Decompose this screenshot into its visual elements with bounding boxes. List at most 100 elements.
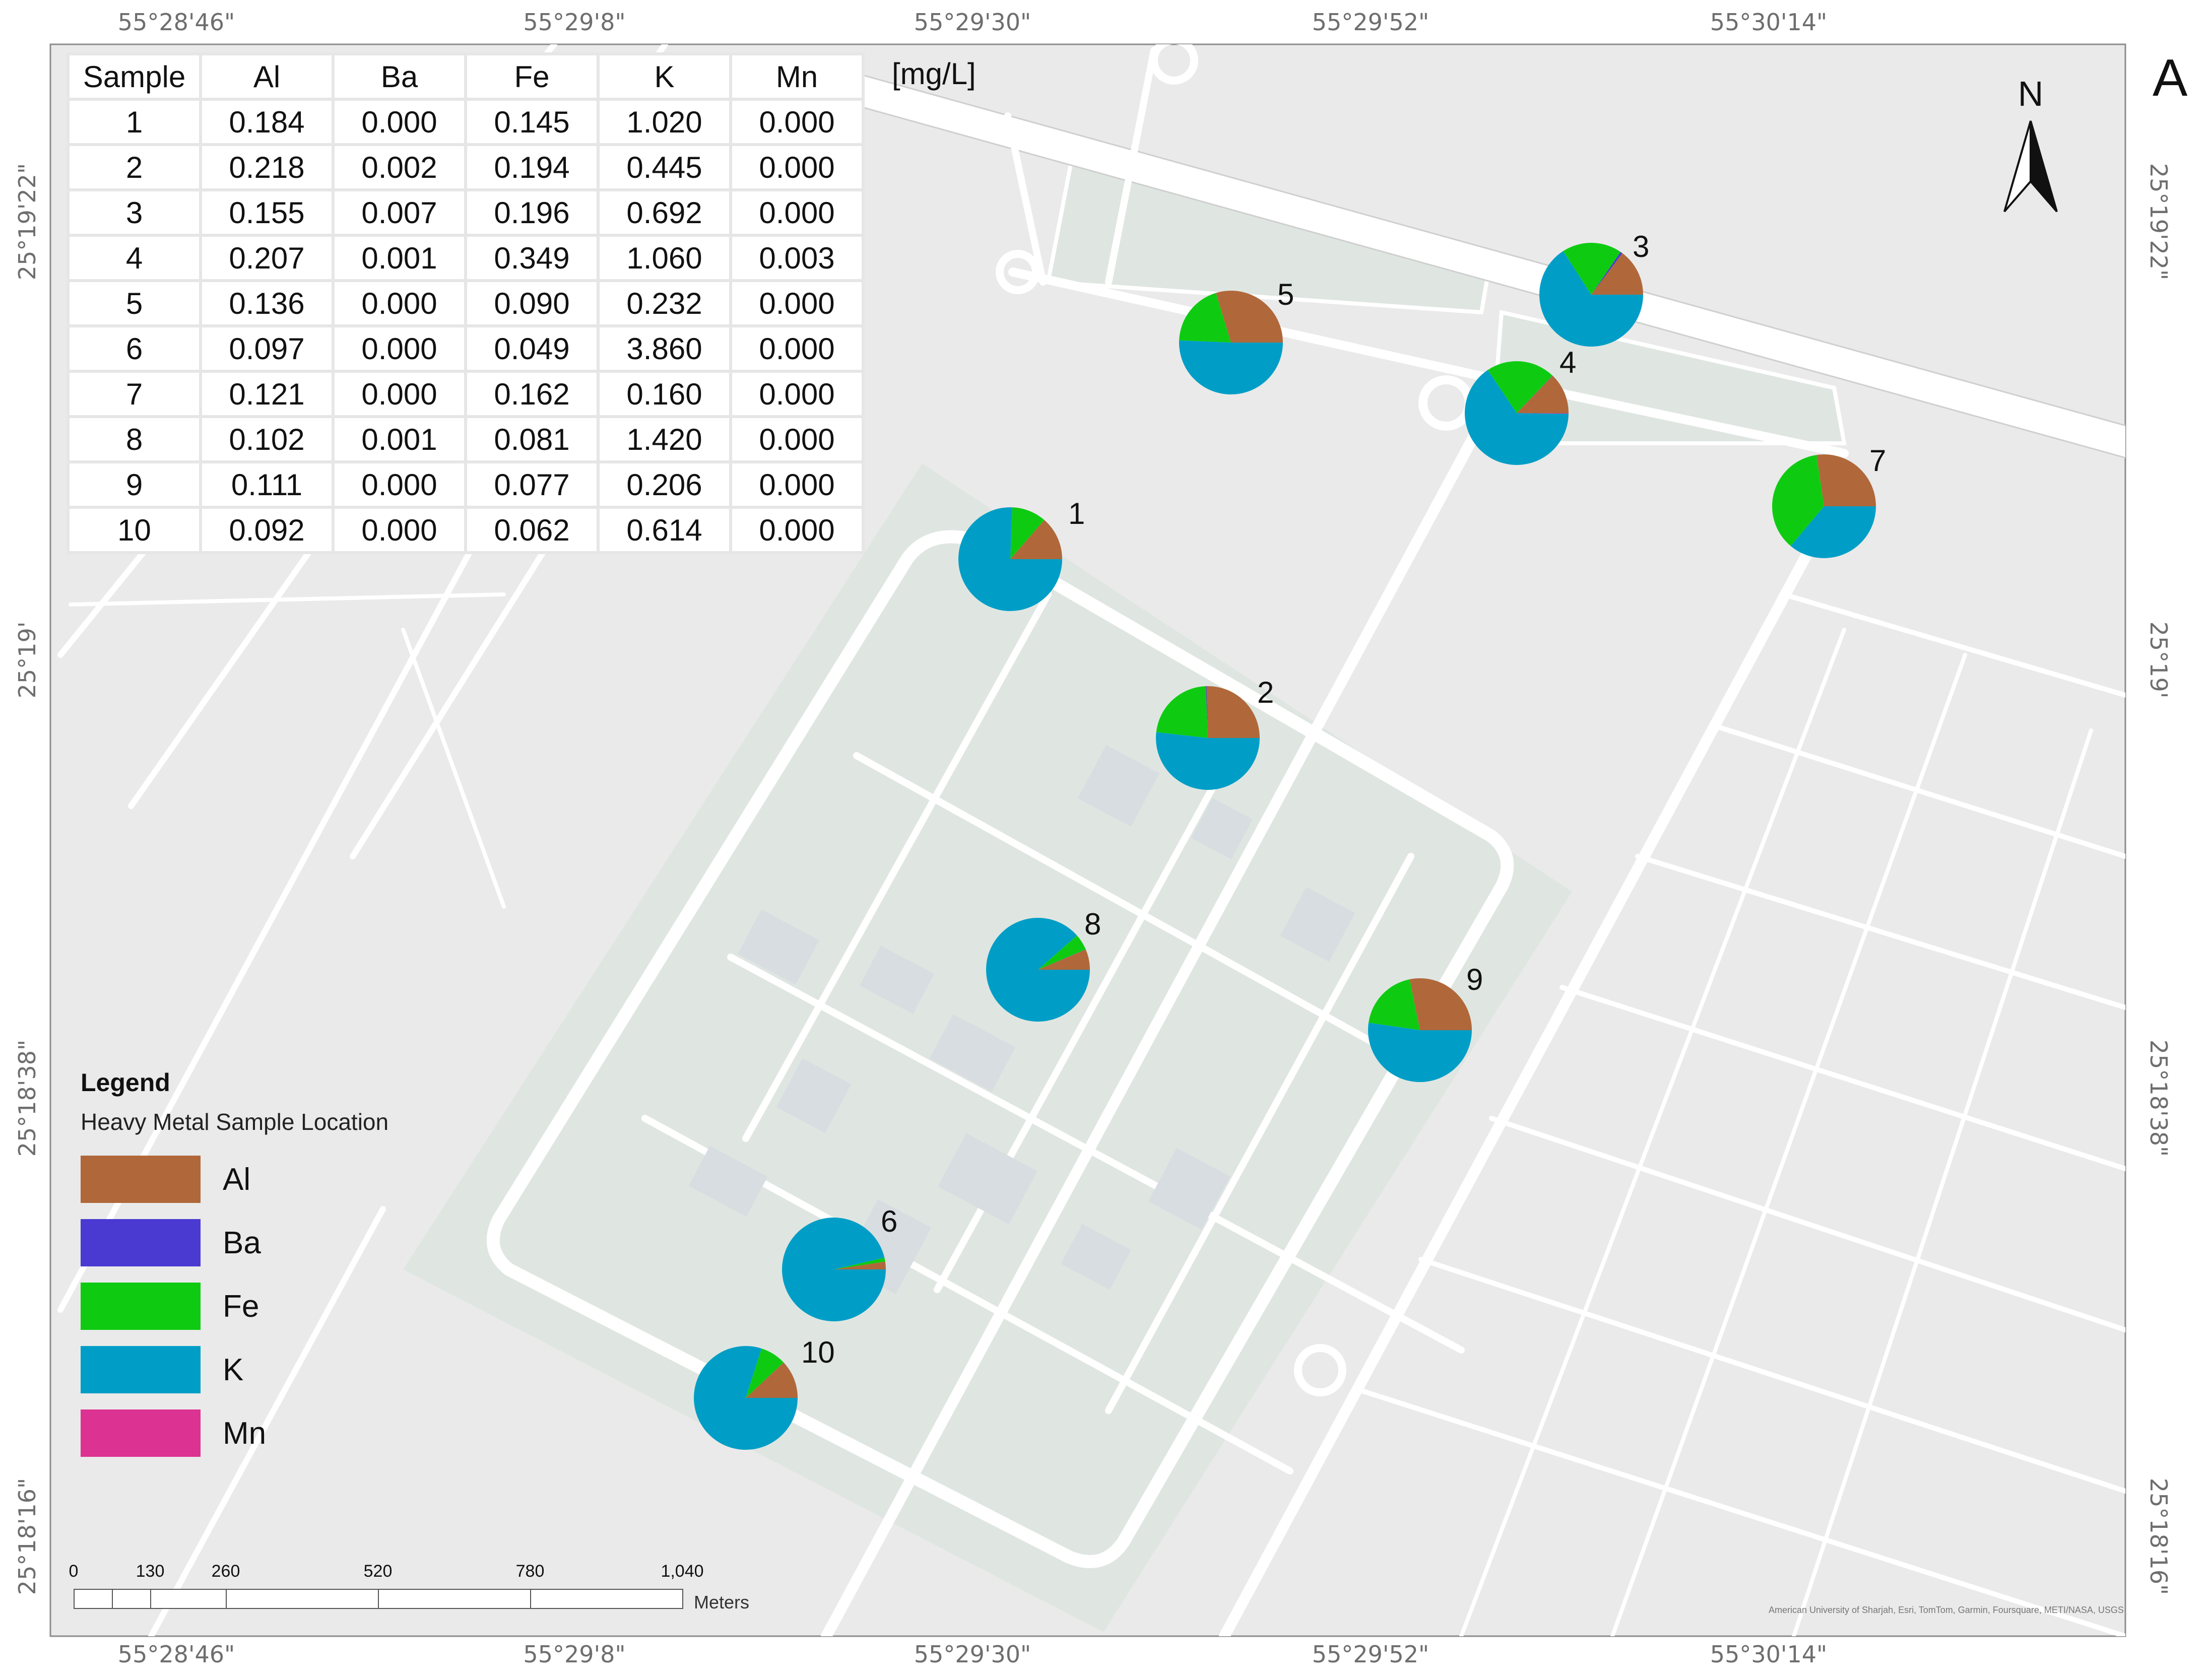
- coord-top: 55°29'52": [1312, 9, 1429, 36]
- pie-slice-fe: [1369, 979, 1420, 1030]
- legend-item: Mn: [81, 1401, 388, 1465]
- table-cell: 0.136: [199, 279, 335, 327]
- legend-items: Al Ba Fe K Mn: [81, 1148, 388, 1465]
- table-cell: 0.194: [464, 143, 600, 191]
- legend-label: Mn: [223, 1416, 267, 1451]
- table-cell: 0.092: [199, 506, 335, 554]
- legend-item: Fe: [81, 1274, 388, 1338]
- panel-letter: A: [2153, 49, 2188, 107]
- table-cell: 0.000: [332, 460, 467, 509]
- pie-slice-al: [1010, 520, 1062, 559]
- table-cell: 0.000: [729, 370, 865, 418]
- table-cell: 0.196: [464, 188, 600, 237]
- north-arrow-label: N: [2018, 74, 2044, 113]
- table-row: 10 0.092 0.000 0.062 0.614 0.000: [67, 506, 865, 554]
- coordinate-labels: 55°28'46" 55°29'8" 55°29'30" 55°29'52" 5…: [14, 9, 2172, 1668]
- table-cell: 8: [67, 415, 202, 463]
- pie-slice-mn: [1517, 413, 1569, 414]
- column-header-fe: Fe: [464, 52, 600, 101]
- scale-segment: [74, 1589, 113, 1609]
- column-header-k: K: [597, 52, 732, 101]
- table-cell: 0.000: [729, 460, 865, 509]
- pie-slice-al: [1206, 686, 1260, 738]
- table-cell: 5: [67, 279, 202, 327]
- table-cell: 0.445: [597, 143, 732, 191]
- unit-label: [mg/L]: [892, 57, 976, 91]
- pie-slice-fe: [834, 1257, 885, 1269]
- legend-swatch: [81, 1346, 201, 1393]
- pie-slice-al: [1216, 291, 1283, 343]
- pie-slice-k: [1368, 1023, 1472, 1083]
- pie-label: 7: [1869, 444, 1886, 478]
- table-cell: 0.121: [199, 370, 335, 418]
- pie-chart-sample-7: 7: [1772, 444, 1886, 558]
- table-row: 7 0.121 0.000 0.162 0.160 0.000: [67, 370, 865, 418]
- pie-slice-fe: [1563, 243, 1621, 295]
- table-cell: 0.000: [332, 506, 467, 554]
- table-header-row: Sample Al Ba Fe K Mn: [67, 52, 865, 101]
- legend-item: Al: [81, 1148, 388, 1211]
- pie-label: 3: [1633, 230, 1649, 263]
- pie-slice-fe: [1487, 361, 1553, 413]
- pie-slice-fe: [746, 1348, 784, 1398]
- table-row: 8 0.102 0.001 0.081 1.420 0.000: [67, 415, 865, 463]
- pie-slice-fe: [1772, 455, 1824, 546]
- pie-slice-fe: [1179, 293, 1231, 343]
- coord-bottom: 55°29'30": [914, 1641, 1031, 1668]
- coord-top: 55°29'8": [523, 9, 625, 36]
- legend-item: K: [81, 1338, 388, 1401]
- table-row: 9 0.111 0.000 0.077 0.206 0.000: [67, 460, 865, 509]
- table-row: 1 0.184 0.000 0.145 1.020 0.000: [67, 98, 865, 146]
- table-cell: 0.000: [729, 188, 865, 237]
- pie-slice-al: [746, 1362, 798, 1398]
- pie-slice-fe: [1038, 935, 1086, 970]
- table-cell: 0.003: [729, 234, 865, 282]
- scale-tick-label: 520: [363, 1562, 393, 1581]
- scale-segment: [112, 1589, 151, 1609]
- table-cell: 0.145: [464, 98, 600, 146]
- table-cell: 0.111: [199, 460, 335, 509]
- table-row: 6 0.097 0.000 0.049 3.860 0.000: [67, 324, 865, 373]
- coord-bottom: 55°29'8": [523, 1641, 625, 1668]
- pie-chart-sample-6: 6: [782, 1204, 897, 1322]
- pie-slice-k: [693, 1346, 798, 1450]
- legend: Legend Heavy Metal Sample Location Al Ba F…: [81, 1068, 388, 1465]
- table-cell: 0.090: [464, 279, 600, 327]
- pie-slice-k: [1790, 506, 1876, 558]
- table-cell: 0.000: [332, 324, 467, 373]
- table-cell: 6: [67, 324, 202, 373]
- table-cell: 0.062: [464, 506, 600, 554]
- pie-slice-ba: [1517, 375, 1553, 413]
- legend-swatch: [81, 1156, 201, 1203]
- scale-tick-label: 260: [211, 1562, 240, 1581]
- table-row: 3 0.155 0.007 0.196 0.692 0.000: [67, 188, 865, 237]
- legend-subtitle: Heavy Metal Sample Location: [81, 1109, 389, 1135]
- scale-segment: [150, 1589, 227, 1609]
- attribution-text: American University of Sharjah, Esri, To…: [1769, 1605, 2124, 1615]
- legend-label: Ba: [223, 1225, 261, 1260]
- table-cell: 0.001: [332, 415, 467, 463]
- coord-left: 25°18'16": [14, 1478, 41, 1595]
- pie-slice-k: [1539, 251, 1643, 347]
- table-cell: 0.000: [729, 279, 865, 327]
- pie-chart-sample-1: 1: [958, 497, 1085, 611]
- table-body: 1 0.184 0.000 0.145 1.020 0.000 2 0.218 0.002 0.1…: [67, 98, 865, 554]
- scale-tick-label: 0: [69, 1562, 79, 1581]
- pie-slice-al: [1816, 454, 1876, 506]
- table-cell: 0.232: [597, 279, 732, 327]
- table-cell: 0.218: [199, 143, 335, 191]
- coord-top: 55°30'14": [1710, 9, 1827, 36]
- pie-chart-sample-4: 4: [1465, 346, 1576, 465]
- pie-slice-ba: [1038, 949, 1086, 970]
- table-cell: 0.000: [332, 370, 467, 418]
- table-cell: 0.184: [199, 98, 335, 146]
- table-cell: 0.000: [729, 143, 865, 191]
- scale-segment: [226, 1589, 379, 1609]
- scale-segment: [378, 1589, 531, 1609]
- pie-slice-ba: [1591, 252, 1622, 295]
- table-cell: 0.007: [332, 188, 467, 237]
- legend-label: Al: [223, 1162, 251, 1197]
- scale-tick-label: 130: [136, 1562, 165, 1581]
- pie-chart-sample-10: 10: [693, 1335, 835, 1450]
- scale-unit: Meters: [694, 1592, 750, 1612]
